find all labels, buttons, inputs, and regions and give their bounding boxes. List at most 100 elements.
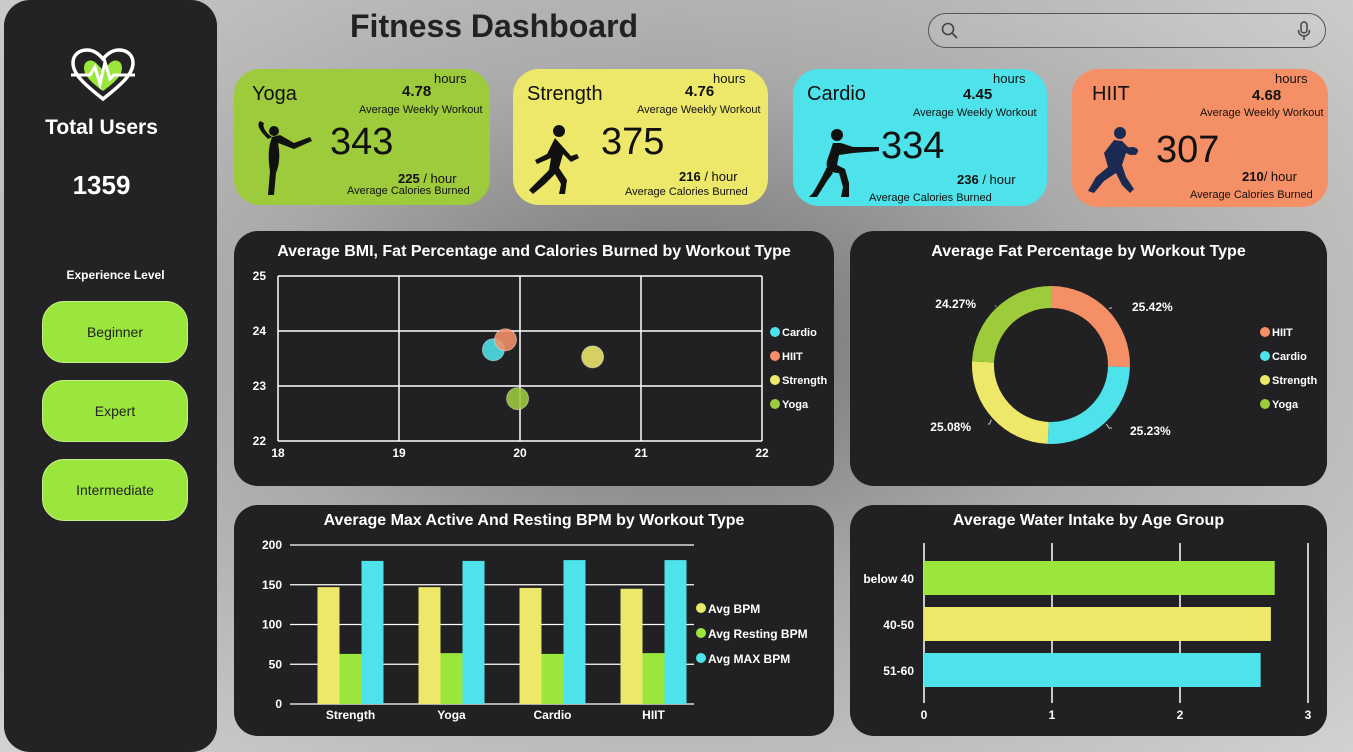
users-count: 375 <box>601 121 665 163</box>
users-count: 343 <box>330 121 394 163</box>
calories-number: 236 <box>957 172 979 187</box>
legend-marker-strength <box>1260 375 1270 385</box>
bar-yoga-2 <box>462 560 485 704</box>
bpm-bar-chart: 0 50 100 150 200 Strength Yoga Cardio HIIT Avg BP… <box>262 538 808 722</box>
hiit-card[interactable]: HIIT hours 4.68 Average Weekly Workout 3… <box>1072 69 1328 207</box>
legend-marker-cardio <box>1260 351 1270 361</box>
users-count: 334 <box>881 125 945 167</box>
legend-label-yoga: Yoga <box>782 399 809 411</box>
bar-hiit-2 <box>664 560 687 704</box>
strength-card[interactable]: Strength hours 4.76 Average Weekly Worko… <box>513 69 768 205</box>
legend-label-strength: Strength <box>1272 375 1318 387</box>
heart-pulse-logo-icon <box>71 48 135 102</box>
calories-value: 216 / hour <box>679 169 738 184</box>
mic-icon[interactable] <box>1297 21 1311 41</box>
bar-strength-1 <box>339 653 362 704</box>
legend-marker <box>696 603 706 613</box>
calories-label: Average Calories Burned <box>625 186 748 198</box>
calories-number: 210 <box>1242 169 1264 184</box>
calories-number: 225 <box>398 171 420 186</box>
x-tick-label: Cardio <box>533 708 571 722</box>
bar-hiit-1 <box>642 653 665 704</box>
scatter-chart-title: Average BMI, Fat Percentage and Calories… <box>277 243 791 260</box>
card-title: HIIT <box>1092 83 1130 105</box>
y-tick-label: below 40 <box>863 572 914 586</box>
legend-marker-cardio <box>770 327 780 337</box>
y-tick-label: 0 <box>275 697 282 711</box>
y-tick-label: 40-50 <box>883 618 914 632</box>
avg-weekly-label: Average Weekly Workout <box>1200 107 1324 119</box>
water-bar-chart: 0 1 2 3 below 40 40-50 51-60 <box>863 543 1312 722</box>
x-tick-label: HIIT <box>642 708 665 722</box>
y-tick-label: 100 <box>262 618 282 632</box>
calories-label: Average Calories Burned <box>869 192 992 204</box>
calories-value: 225 / hour <box>398 171 457 186</box>
avg-weekly-label: Average Weekly Workout <box>637 104 761 116</box>
filter-intermediate-button[interactable]: Intermediate <box>42 459 188 521</box>
search-icon[interactable] <box>941 22 959 40</box>
page-title: Fitness Dashboard <box>350 8 639 44</box>
calories-unit: / hour <box>982 172 1016 187</box>
filter-expert-button[interactable]: Expert <box>42 380 188 442</box>
calories-label: Average Calories Burned <box>1190 189 1313 201</box>
cardio-card[interactable]: Cardio hours 4.45 Average Weekly Workout… <box>793 69 1047 206</box>
y-tick-label: 22 <box>253 434 267 448</box>
donut-chart-panel: Average Fat Percentage by Workout Type 2… <box>850 231 1327 486</box>
card-title: Cardio <box>807 83 866 105</box>
x-tick-label: 3 <box>1305 708 1312 722</box>
donut-data-label: 25.23% <box>1130 424 1171 438</box>
y-tick-label: 23 <box>253 379 267 393</box>
rugby-player-icon <box>1088 127 1138 193</box>
legend-label: Avg BPM <box>708 602 760 616</box>
legend-label-yoga: Yoga <box>1272 399 1299 411</box>
x-tick-label: 20 <box>513 446 527 460</box>
card-title: Strength <box>527 83 603 105</box>
x-tick-label: 22 <box>755 446 769 460</box>
water-bar-2 <box>924 653 1261 687</box>
x-tick-label: 21 <box>634 446 648 460</box>
legend-marker <box>696 628 706 638</box>
avg-weekly-value: 4.76 <box>685 83 715 100</box>
sidebar: Total Users 1359 Experience Level Beginn… <box>4 0 217 752</box>
yoga-card[interactable]: Yoga hours 4.78 Average Weekly Workout 3… <box>234 69 490 205</box>
legend-label-cardio: Cardio <box>1272 351 1307 363</box>
bar-strength-0 <box>317 587 340 704</box>
legend-label: Avg MAX BPM <box>708 652 790 666</box>
calories-unit: / hour <box>704 169 738 184</box>
y-tick-label: 25 <box>253 269 267 283</box>
y-tick-label: 200 <box>262 538 282 552</box>
avg-weekly-label: Average Weekly Workout <box>359 104 483 116</box>
legend-label-hiit: HIIT <box>1272 327 1293 339</box>
total-users-value: 1359 <box>72 170 131 200</box>
legend-label-cardio: Cardio <box>782 327 817 339</box>
x-tick-label: 0 <box>921 708 928 722</box>
scatter-chart-panel: Average BMI, Fat Percentage and Calories… <box>234 231 834 486</box>
donut-chart: 25.42% 25.23% 25.08% 24.27% HIIT Cardio Streng… <box>930 286 1318 444</box>
squat-icon <box>809 129 879 197</box>
donut-leader-line <box>988 419 992 425</box>
legend-label: Avg Resting BPM <box>708 627 808 641</box>
x-tick-label: Strength <box>326 708 375 722</box>
y-tick-label: 50 <box>269 657 283 671</box>
x-tick-label: 19 <box>392 446 406 460</box>
search-input[interactable] <box>928 13 1326 48</box>
legend-marker <box>696 653 706 663</box>
donut-slice-cardio <box>1047 366 1130 444</box>
runner-icon <box>529 125 579 194</box>
legend-marker-yoga <box>1260 399 1270 409</box>
scatter-chart: 18 19 20 21 22 22 23 24 25 Cardio HIIT Strength Yoga <box>253 269 828 460</box>
donut-data-label: 25.08% <box>930 420 971 434</box>
donut-leader-line <box>1105 423 1112 429</box>
total-users-label: Total Users <box>45 116 158 139</box>
experience-level-label: Experience Level <box>66 268 165 282</box>
calories-label: Average Calories Burned <box>347 185 470 197</box>
avg-weekly-label: Average Weekly Workout <box>913 107 1037 119</box>
filter-beginner-button[interactable]: Beginner <box>42 301 188 363</box>
x-tick-label: Yoga <box>437 708 466 722</box>
bar-strength-2 <box>361 560 384 704</box>
y-tick-label: 150 <box>262 578 282 592</box>
x-tick-label: 1 <box>1049 708 1056 722</box>
scatter-point-hiit <box>493 328 517 352</box>
hours-unit: hours <box>1275 71 1308 86</box>
y-tick-label: 24 <box>253 324 267 338</box>
